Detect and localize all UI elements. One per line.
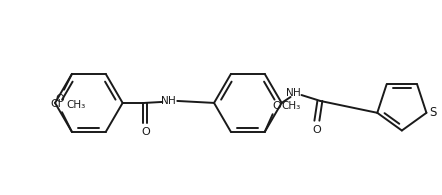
Text: H: H — [293, 88, 301, 98]
Text: CH₃: CH₃ — [66, 100, 86, 110]
Text: N: N — [161, 96, 169, 106]
Text: Cl: Cl — [50, 99, 61, 109]
Text: O: O — [141, 127, 150, 136]
Text: O: O — [272, 101, 281, 111]
Text: O: O — [56, 94, 65, 104]
Text: N: N — [286, 88, 293, 98]
Text: CH₃: CH₃ — [281, 101, 300, 111]
Text: S: S — [430, 106, 437, 119]
Text: O: O — [312, 125, 321, 135]
Text: H: H — [168, 96, 176, 106]
